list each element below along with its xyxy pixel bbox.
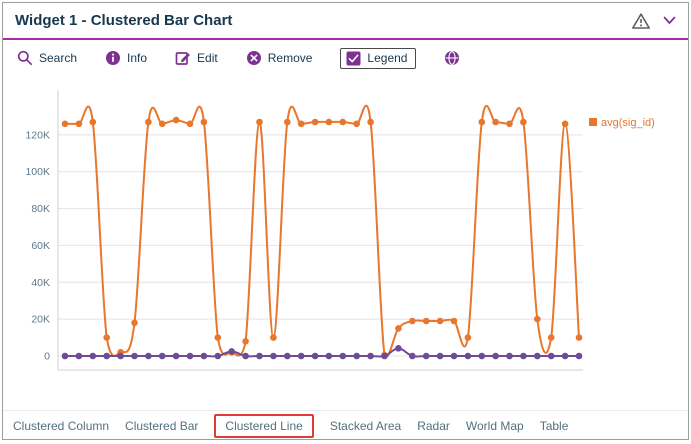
chevron-down-icon[interactable] xyxy=(663,16,676,25)
edit-icon xyxy=(175,52,190,65)
info-icon xyxy=(106,51,121,65)
svg-text:0: 0 xyxy=(44,351,50,363)
svg-text:20K: 20K xyxy=(31,314,50,326)
toolbar: Search Info Edit Remove xyxy=(3,42,688,74)
search-icon xyxy=(17,50,33,66)
legend-toggle[interactable]: Legend xyxy=(340,47,417,69)
svg-text:40K: 40K xyxy=(31,277,50,289)
info-button[interactable]: Info xyxy=(105,50,147,66)
svg-text:120K: 120K xyxy=(25,129,50,141)
legend-checkbox-icon xyxy=(346,51,361,65)
search-button[interactable]: Search xyxy=(17,50,77,66)
legend-label: Legend xyxy=(367,51,408,65)
remove-icon xyxy=(246,51,261,65)
warning-icon[interactable] xyxy=(631,12,651,30)
edit-label: Edit xyxy=(197,51,218,65)
tab-radar[interactable]: Radar xyxy=(417,419,450,433)
tab-stacked-area[interactable]: Stacked Area xyxy=(329,419,402,433)
svg-text:100K: 100K xyxy=(25,166,50,178)
chart-type-tabs: Clustered Column Clustered Bar Clustered… xyxy=(3,410,688,439)
tab-clustered-column[interactable]: Clustered Column xyxy=(13,419,110,433)
remove-label: Remove xyxy=(267,51,313,65)
globe-icon xyxy=(445,51,460,65)
clustered-line-chart: 0 20K 40K 60K 80K 100K 120K avg(sig_id) xyxy=(25,90,655,371)
world-button[interactable] xyxy=(444,50,466,66)
edit-button[interactable]: Edit xyxy=(175,50,218,66)
header-actions xyxy=(631,12,676,30)
tab-clustered-bar[interactable]: Clustered Bar xyxy=(125,419,199,433)
chart-area: 0 20K 40K 60K 80K 100K 120K avg(sig_id) xyxy=(3,74,688,410)
svg-text:avg(sig_id): avg(sig_id) xyxy=(601,117,655,129)
svg-text:80K: 80K xyxy=(31,203,50,215)
info-label: Info xyxy=(127,51,148,65)
widget-title: Widget 1 - Clustered Bar Chart xyxy=(15,12,233,29)
search-label: Search xyxy=(39,51,78,65)
remove-button[interactable]: Remove xyxy=(246,50,313,66)
widget-header: Widget 1 - Clustered Bar Chart xyxy=(3,3,688,40)
tab-table[interactable]: Table xyxy=(539,419,569,433)
tab-clustered-line[interactable]: Clustered Line xyxy=(214,414,314,438)
tab-world-map[interactable]: World Map xyxy=(465,419,524,433)
svg-text:60K: 60K xyxy=(31,240,50,252)
